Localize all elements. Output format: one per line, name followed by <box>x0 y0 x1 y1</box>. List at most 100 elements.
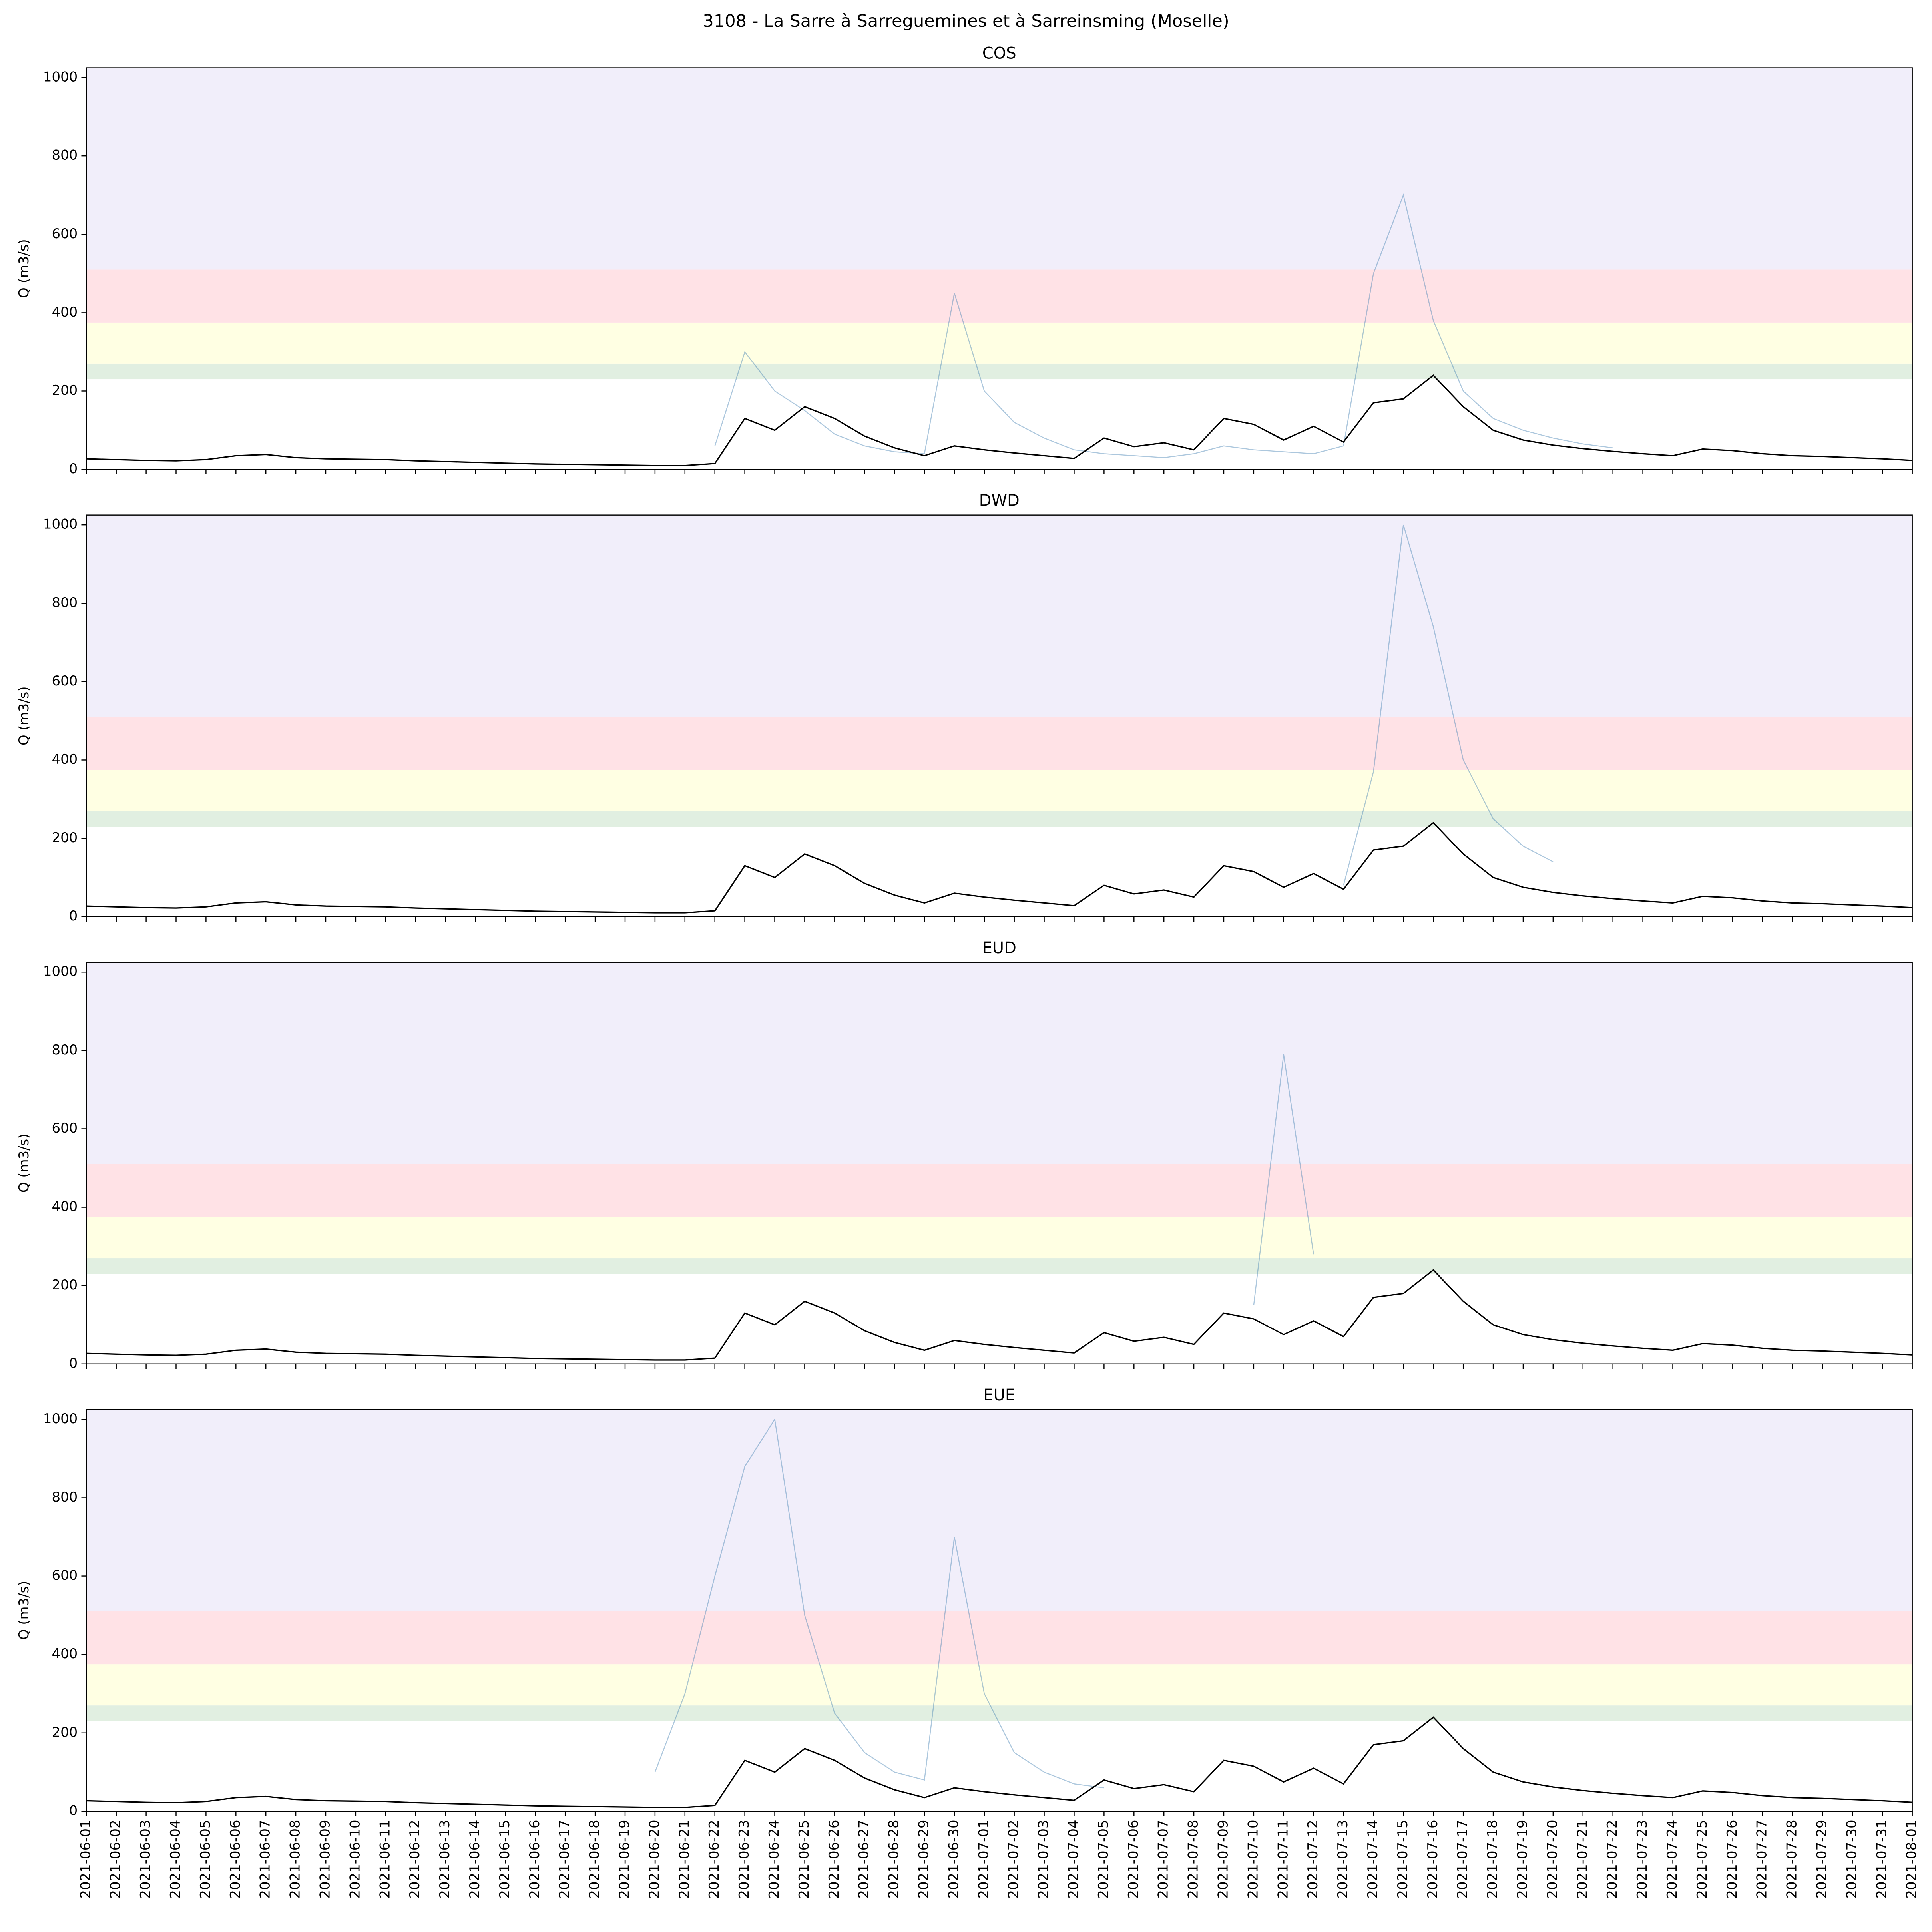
x-tick-label: 2021-06-25 <box>796 1820 812 1898</box>
x-tick-label: 2021-07-01 <box>976 1820 991 1898</box>
plot-frame <box>86 67 1913 470</box>
x-tick-label: 2021-06-17 <box>557 1820 572 1898</box>
x-tick-label: 2021-08-01 <box>1904 1820 1919 1898</box>
y-tick-label: 0 <box>69 461 78 476</box>
x-tick-label: 2021-06-14 <box>467 1820 482 1898</box>
y-tick-label: 1000 <box>43 1411 78 1426</box>
figure-title: 3108 - La Sarre à Sarreguemines et à Sar… <box>703 11 1229 31</box>
x-tick-label: 2021-07-09 <box>1215 1820 1231 1898</box>
x-tick-label: 2021-06-26 <box>826 1820 842 1898</box>
y-tick-label: 200 <box>52 1277 78 1293</box>
threshold-band <box>86 1409 1912 1611</box>
x-tick-label: 2021-06-29 <box>916 1820 931 1898</box>
y-axis-label: Q (m3/s) <box>16 1133 32 1193</box>
x-tick-label: 2021-07-11 <box>1275 1820 1291 1898</box>
subplot-title: EUD <box>982 939 1016 957</box>
y-axis-label: Q (m3/s) <box>16 686 32 745</box>
forecast-line <box>1343 524 1554 886</box>
threshold-band <box>86 769 1912 811</box>
y-tick-label: 0 <box>69 1803 78 1818</box>
x-tick-label: 2021-07-10 <box>1245 1820 1261 1898</box>
x-tick-label: 2021-06-03 <box>137 1820 153 1898</box>
x-tick-label: 2021-06-28 <box>886 1820 902 1898</box>
threshold-band <box>86 1705 1912 1721</box>
x-tick-label: 2021-07-20 <box>1544 1820 1560 1898</box>
subplot-title: COS <box>982 44 1016 63</box>
observed-line <box>86 822 1912 914</box>
observed-line <box>86 1716 1912 1808</box>
y-tick-label: 800 <box>52 595 78 610</box>
forecast-line <box>714 193 1613 458</box>
threshold-band <box>86 1217 1912 1259</box>
y-tick-label: 800 <box>52 1042 78 1058</box>
x-tick-label: 2021-07-06 <box>1125 1820 1141 1898</box>
y-tick-label: 800 <box>52 1489 78 1505</box>
threshold-band <box>86 1164 1912 1217</box>
threshold-band <box>86 363 1912 380</box>
threshold-band <box>86 1664 1912 1706</box>
x-tick-label: 2021-06-02 <box>108 1820 123 1898</box>
x-tick-label: 2021-07-23 <box>1634 1820 1650 1898</box>
y-tick-label: 200 <box>52 1724 78 1740</box>
x-tick-label: 2021-07-26 <box>1724 1820 1740 1898</box>
y-tick-label: 800 <box>52 147 78 163</box>
x-tick-label: 2021-06-16 <box>527 1820 542 1898</box>
x-tick-label: 2021-06-23 <box>736 1820 752 1898</box>
x-tick-label: 2021-07-12 <box>1305 1820 1321 1898</box>
y-tick-label: 400 <box>52 1199 78 1214</box>
x-tick-label: 2021-06-06 <box>227 1820 243 1898</box>
x-tick-label: 2021-07-28 <box>1784 1820 1800 1898</box>
y-tick-label: 200 <box>52 830 78 845</box>
y-tick-label: 600 <box>52 673 78 689</box>
x-tick-label: 2021-07-17 <box>1455 1820 1470 1898</box>
x-tick-label: 2021-06-21 <box>676 1820 692 1898</box>
threshold-band <box>86 322 1912 364</box>
x-tick-label: 2021-07-29 <box>1814 1820 1829 1898</box>
x-tick-label: 2021-07-24 <box>1664 1820 1680 1898</box>
y-tick-label: 600 <box>52 1568 78 1583</box>
subplot-title: EUE <box>983 1386 1015 1404</box>
x-tick-label: 2021-06-10 <box>347 1820 362 1898</box>
y-tick-label: 400 <box>52 751 78 767</box>
x-tick-label: 2021-07-13 <box>1335 1820 1350 1898</box>
y-axis-label: Q (m3/s) <box>16 1581 32 1640</box>
y-axis-label: Q (m3/s) <box>16 239 32 298</box>
x-tick-label: 2021-06-05 <box>197 1820 213 1898</box>
x-tick-label: 2021-07-04 <box>1066 1820 1081 1898</box>
x-tick-label: 2021-07-30 <box>1844 1820 1859 1898</box>
x-tick-label: 2021-06-18 <box>587 1820 602 1898</box>
observed-line <box>86 1269 1912 1361</box>
x-tick-label: 2021-07-05 <box>1095 1820 1111 1898</box>
x-tick-label: 2021-06-13 <box>437 1820 452 1898</box>
threshold-band <box>86 269 1912 323</box>
x-tick-label: 2021-06-09 <box>317 1820 333 1898</box>
x-tick-label: 2021-07-21 <box>1574 1820 1590 1898</box>
forecast-line <box>1253 1054 1314 1305</box>
x-tick-label: 2021-07-02 <box>1006 1820 1021 1898</box>
x-tick-label: 2021-07-31 <box>1874 1820 1889 1898</box>
x-tick-label: 2021-06-24 <box>766 1820 782 1898</box>
forecast-line <box>654 1418 1104 1789</box>
threshold-band <box>86 962 1912 1164</box>
x-tick-label: 2021-06-15 <box>497 1820 512 1898</box>
threshold-band <box>86 515 1912 717</box>
x-tick-label: 2021-07-27 <box>1754 1820 1770 1898</box>
y-tick-label: 600 <box>52 226 78 241</box>
x-tick-label: 2021-07-15 <box>1395 1820 1410 1898</box>
plot-frame <box>86 514 1913 917</box>
x-tick-label: 2021-06-07 <box>257 1820 273 1898</box>
x-tick-label: 2021-07-25 <box>1694 1820 1710 1898</box>
x-tick-label: 2021-06-12 <box>407 1820 422 1898</box>
threshold-band <box>86 68 1912 270</box>
x-tick-label: 2021-07-18 <box>1485 1820 1500 1898</box>
threshold-band <box>86 1258 1912 1274</box>
x-tick-label: 2021-07-19 <box>1514 1820 1530 1898</box>
y-tick-label: 1000 <box>43 516 78 532</box>
y-tick-label: 400 <box>52 1646 78 1661</box>
x-tick-label: 2021-06-01 <box>78 1820 93 1898</box>
x-tick-label: 2021-06-22 <box>706 1820 722 1898</box>
subplot-title: DWD <box>979 492 1020 510</box>
x-tick-label: 2021-07-14 <box>1365 1820 1380 1898</box>
threshold-band <box>86 1611 1912 1665</box>
